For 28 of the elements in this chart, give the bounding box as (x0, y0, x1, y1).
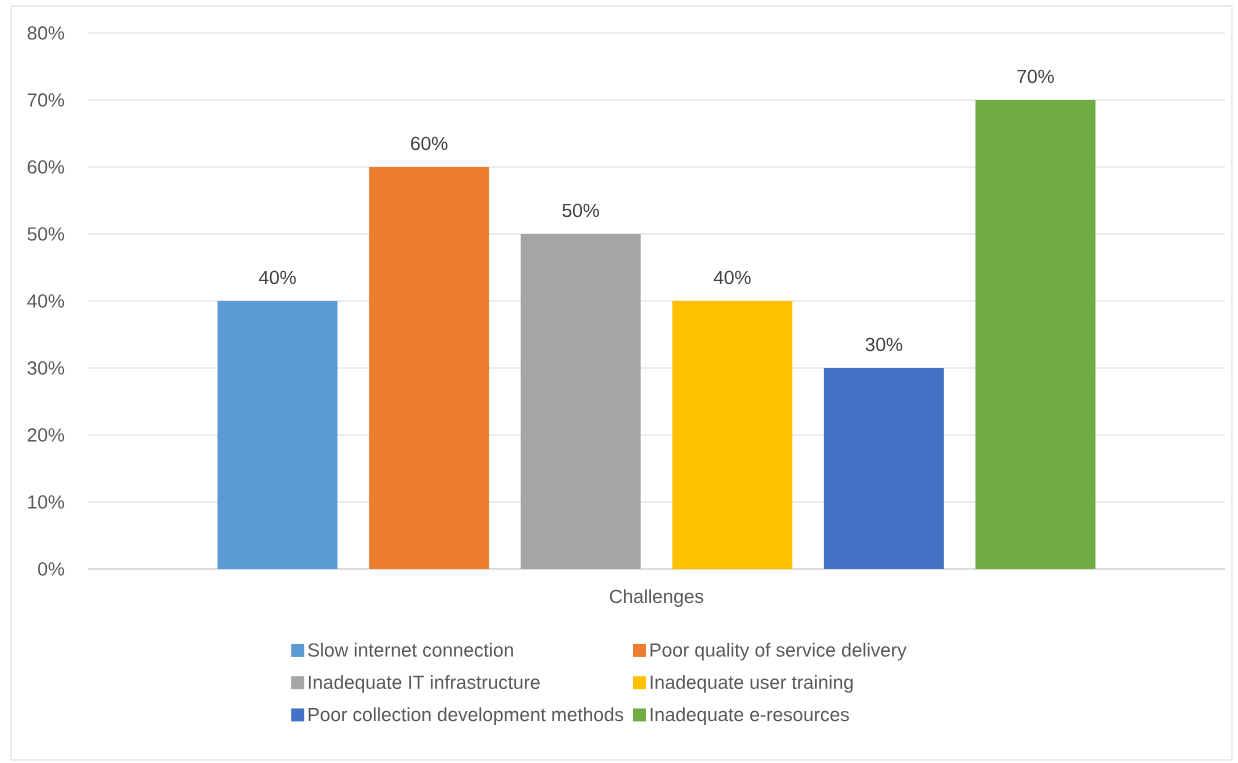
data-label: 30% (865, 337, 903, 352)
y-tick-label: 20% (27, 428, 65, 442)
bar (823, 367, 944, 569)
legend-label: Inadequate IT infrastructure (308, 675, 540, 693)
legend-label: Poor quality of service delivery (650, 642, 907, 661)
data-label: 70% (1017, 69, 1054, 84)
x-tick-label: Challenges (609, 589, 704, 607)
y-tick-label: 0% (38, 562, 65, 576)
legend-label: Inadequate user training (650, 675, 853, 693)
bar (369, 166, 490, 569)
legend-label: Poor collection development methods (308, 707, 624, 726)
data-label: 40% (258, 270, 296, 285)
legend-label: Slow internet connection (308, 642, 513, 657)
data-label: 50% (562, 203, 600, 218)
y-tick-label: 50% (27, 227, 65, 241)
y-tick-label: 40% (27, 294, 65, 308)
data-label: 60% (411, 136, 448, 151)
data-label: 40% (713, 270, 751, 285)
y-tick-label: 30% (27, 361, 65, 375)
bar (975, 99, 1096, 569)
bar (217, 300, 338, 569)
y-tick-label: 70% (27, 93, 65, 107)
y-tick-label: 10% (28, 495, 65, 509)
y-tick-label: 60% (27, 160, 65, 174)
legend-label: Inadequate e-resources (650, 707, 849, 726)
y-tick-label: 80% (27, 26, 65, 40)
bar (520, 233, 641, 569)
bar (672, 300, 793, 569)
